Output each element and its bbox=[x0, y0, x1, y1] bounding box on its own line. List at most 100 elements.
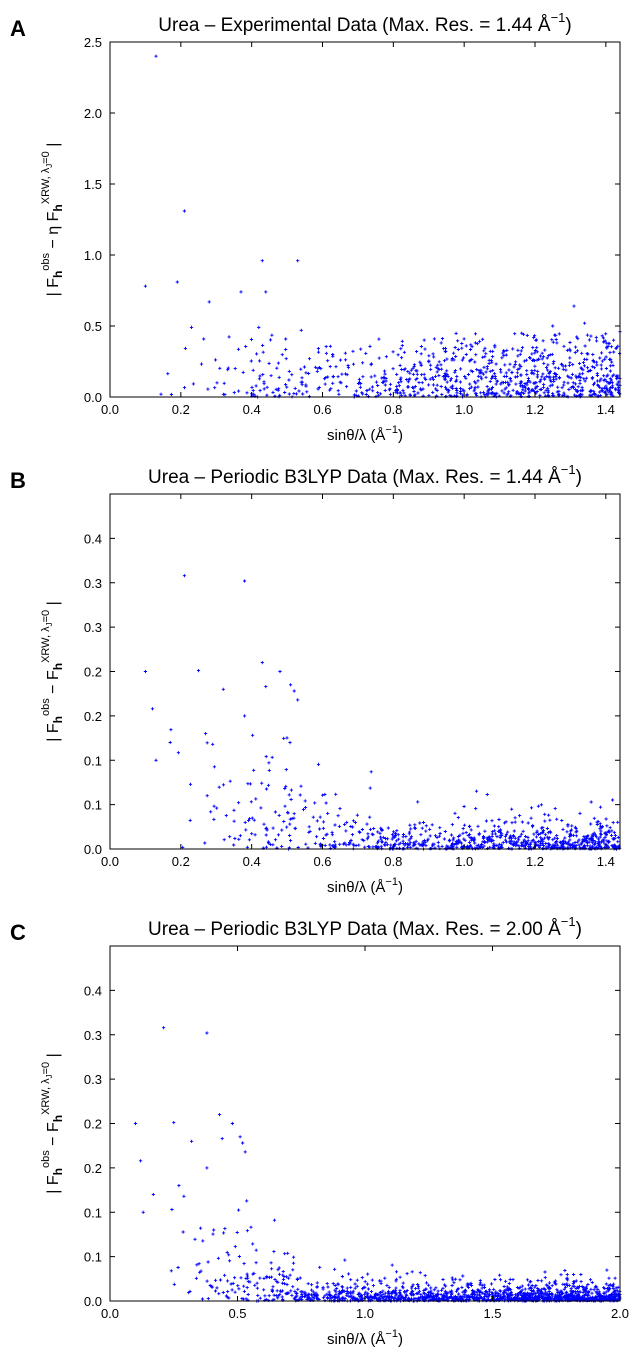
data-point bbox=[426, 837, 430, 841]
data-point bbox=[334, 845, 338, 849]
data-point bbox=[559, 362, 563, 366]
data-point bbox=[420, 381, 424, 385]
data-point bbox=[487, 358, 491, 362]
data-point bbox=[513, 836, 517, 840]
data-point bbox=[562, 344, 566, 348]
data-point bbox=[523, 389, 527, 393]
data-point bbox=[363, 1280, 367, 1284]
data-point bbox=[513, 332, 517, 336]
data-point bbox=[283, 390, 287, 395]
data-point bbox=[230, 1121, 234, 1126]
data-point bbox=[604, 1290, 608, 1294]
data-point bbox=[596, 383, 600, 387]
data-point bbox=[408, 393, 412, 397]
data-point bbox=[572, 1294, 576, 1298]
data-point bbox=[543, 1270, 547, 1274]
data-point bbox=[237, 1287, 241, 1291]
data-point bbox=[379, 392, 383, 396]
data-point bbox=[450, 1276, 454, 1280]
data-point bbox=[474, 381, 478, 385]
data-point bbox=[282, 819, 286, 824]
data-point bbox=[520, 346, 525, 350]
data-point bbox=[521, 829, 525, 833]
data-point bbox=[461, 1290, 465, 1294]
data-point bbox=[323, 382, 327, 386]
data-point bbox=[499, 382, 503, 386]
data-point bbox=[486, 1294, 490, 1298]
data-point bbox=[576, 337, 580, 341]
data-point bbox=[390, 833, 395, 837]
data-point bbox=[194, 1276, 198, 1280]
data-point bbox=[456, 834, 460, 839]
data-point bbox=[540, 842, 544, 846]
data-point bbox=[288, 741, 292, 745]
data-point bbox=[256, 1293, 260, 1297]
data-point bbox=[478, 1289, 482, 1293]
data-point bbox=[336, 1294, 340, 1298]
data-point bbox=[381, 1293, 385, 1297]
data-point bbox=[577, 838, 581, 842]
data-point bbox=[480, 1283, 484, 1287]
data-point bbox=[289, 839, 293, 843]
data-point bbox=[568, 838, 572, 842]
data-point bbox=[400, 1295, 404, 1299]
data-point bbox=[569, 1289, 573, 1293]
data-point bbox=[490, 835, 494, 839]
data-point bbox=[222, 381, 226, 385]
data-point bbox=[276, 1280, 280, 1284]
data-point bbox=[232, 819, 236, 823]
y-axis-label: | Fhobs − FhXRW, λJ=0 | bbox=[40, 1053, 65, 1193]
data-point bbox=[394, 839, 399, 843]
data-point bbox=[550, 383, 554, 387]
data-point bbox=[532, 372, 536, 376]
data-point bbox=[437, 374, 441, 378]
data-point bbox=[337, 392, 341, 396]
data-point bbox=[390, 1263, 394, 1267]
data-point bbox=[344, 843, 348, 847]
data-point bbox=[250, 385, 254, 389]
data-point bbox=[595, 820, 599, 824]
data-point bbox=[311, 1295, 315, 1299]
data-point bbox=[435, 1292, 439, 1296]
data-point bbox=[452, 351, 456, 355]
data-point bbox=[274, 387, 278, 391]
data-point bbox=[345, 820, 349, 824]
data-point bbox=[574, 1292, 578, 1296]
data-point bbox=[230, 1288, 234, 1292]
data-point bbox=[495, 843, 499, 847]
data-point bbox=[223, 393, 227, 397]
data-point bbox=[556, 393, 560, 397]
data-point bbox=[481, 836, 485, 840]
data-point bbox=[558, 1296, 562, 1300]
data-point bbox=[548, 818, 552, 822]
data-point bbox=[516, 348, 520, 352]
data-point bbox=[454, 331, 458, 335]
data-point bbox=[289, 797, 293, 802]
data-point bbox=[564, 368, 568, 372]
data-point bbox=[389, 843, 393, 847]
x-tick-label: 1.0 bbox=[455, 854, 473, 869]
data-point bbox=[568, 340, 572, 345]
data-point bbox=[429, 1286, 433, 1290]
data-points bbox=[133, 1026, 622, 1303]
data-point bbox=[613, 1276, 617, 1280]
data-point bbox=[539, 836, 543, 840]
data-point bbox=[382, 843, 387, 847]
data-point bbox=[552, 1296, 556, 1300]
data-point bbox=[444, 387, 448, 391]
data-point bbox=[594, 335, 598, 339]
data-point bbox=[468, 359, 472, 363]
data-point bbox=[460, 1285, 464, 1289]
data-point bbox=[333, 1283, 337, 1288]
data-point bbox=[555, 817, 559, 821]
data-point bbox=[596, 837, 601, 841]
data-point bbox=[303, 1290, 307, 1294]
data-point bbox=[587, 837, 591, 841]
data-point bbox=[516, 836, 520, 840]
data-point bbox=[514, 382, 518, 386]
data-point bbox=[545, 835, 549, 839]
data-point bbox=[514, 844, 518, 848]
data-point bbox=[545, 356, 549, 360]
data-point bbox=[315, 819, 319, 823]
data-point bbox=[538, 832, 542, 836]
